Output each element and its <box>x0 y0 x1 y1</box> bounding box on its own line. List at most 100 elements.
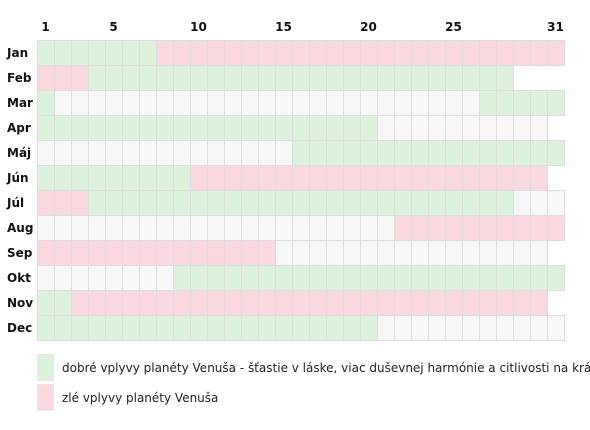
month-label: Aug <box>7 221 33 235</box>
day-cell-good <box>37 290 55 316</box>
legend-item-bad: zlé vplyvy planéty Venuša <box>37 384 218 411</box>
day-cell-neutral <box>513 115 531 141</box>
day-cell-bad <box>258 40 276 66</box>
day-cell-good <box>105 40 123 66</box>
day-cell-good <box>224 265 242 291</box>
day-cell-good <box>122 115 140 141</box>
day-cell-good <box>479 140 497 166</box>
day-cell-good <box>241 115 259 141</box>
day-cell-neutral <box>377 315 395 341</box>
day-cell-neutral <box>513 190 531 216</box>
day-cell-good <box>377 265 395 291</box>
day-cell-good <box>173 265 191 291</box>
day-cell-neutral <box>173 215 191 241</box>
day-cell-bad <box>224 165 242 191</box>
day-cell-neutral <box>513 240 531 266</box>
day-cell-neutral <box>394 240 412 266</box>
day-cell-bad <box>547 215 565 241</box>
day-cell-bad <box>122 240 140 266</box>
day-cell-neutral <box>394 115 412 141</box>
day-cell-bad <box>394 215 412 241</box>
day-cell-good <box>241 315 259 341</box>
day-cell-bad <box>428 290 446 316</box>
day-cell-bad <box>173 40 191 66</box>
day-cell-neutral <box>411 240 429 266</box>
day-tick-label: 5 <box>109 20 117 34</box>
day-cell-good <box>71 315 89 341</box>
month-label: Mar <box>7 96 33 110</box>
day-cell-good <box>292 140 310 166</box>
day-cell-good <box>343 190 361 216</box>
day-cell-good <box>292 265 310 291</box>
day-cell-bad <box>207 240 225 266</box>
day-cell-neutral <box>326 90 344 116</box>
day-cell-bad <box>479 165 497 191</box>
day-cell-good <box>360 265 378 291</box>
day-cell-bad <box>37 190 55 216</box>
day-cell-bad <box>292 40 310 66</box>
day-cell-neutral <box>105 215 123 241</box>
day-cell-neutral <box>411 315 429 341</box>
day-cell-bad <box>156 240 174 266</box>
day-tick-label: 10 <box>190 20 207 34</box>
day-cell-neutral <box>224 215 242 241</box>
day-cell-good <box>479 190 497 216</box>
day-cell-good <box>445 190 463 216</box>
day-cell-good <box>207 115 225 141</box>
day-cell-good <box>309 190 327 216</box>
day-cell-good <box>156 190 174 216</box>
day-cell-neutral <box>241 140 259 166</box>
day-tick-label: 25 <box>445 20 462 34</box>
day-cell-good <box>122 315 140 341</box>
day-cell-bad <box>394 165 412 191</box>
day-cell-bad <box>309 290 327 316</box>
day-cell-good <box>139 190 157 216</box>
day-cell-neutral <box>462 315 480 341</box>
day-cell-bad <box>530 40 548 66</box>
day-cell-neutral <box>360 215 378 241</box>
day-cell-good <box>173 190 191 216</box>
day-cell-bad <box>190 165 208 191</box>
day-cell-good <box>54 40 72 66</box>
day-cell-good <box>411 190 429 216</box>
day-cell-bad <box>139 290 157 316</box>
day-cell-bad <box>377 290 395 316</box>
day-cell-neutral <box>258 140 276 166</box>
day-cell-neutral <box>54 215 72 241</box>
day-cell-good <box>88 40 106 66</box>
day-cell-good <box>360 65 378 91</box>
day-cell-neutral <box>190 140 208 166</box>
day-cell-good <box>139 165 157 191</box>
day-cell-neutral <box>156 140 174 166</box>
day-cell-good <box>207 315 225 341</box>
day-cell-neutral <box>156 215 174 241</box>
day-cell-bad <box>54 190 72 216</box>
day-cell-bad <box>479 215 497 241</box>
day-cell-good <box>207 65 225 91</box>
day-cell-good <box>394 265 412 291</box>
day-cell-good <box>139 315 157 341</box>
day-cell-bad <box>105 240 123 266</box>
day-cell-bad <box>445 165 463 191</box>
day-cell-good <box>156 315 174 341</box>
day-cell-neutral <box>530 190 548 216</box>
day-cell-good <box>360 315 378 341</box>
day-cell-bad <box>105 290 123 316</box>
day-cell-good <box>88 190 106 216</box>
day-cell-bad <box>530 165 548 191</box>
day-cell-good <box>513 140 531 166</box>
day-cell-good <box>292 315 310 341</box>
month-label: Dec <box>7 321 32 335</box>
day-cell-bad <box>326 290 344 316</box>
day-cell-good <box>479 65 497 91</box>
day-cell-good <box>139 65 157 91</box>
month-label: Nov <box>7 296 33 310</box>
day-cell-bad <box>139 240 157 266</box>
day-cell-good <box>547 90 565 116</box>
day-cell-good <box>377 140 395 166</box>
day-cell-neutral <box>479 240 497 266</box>
day-cell-neutral <box>224 140 242 166</box>
day-cell-bad <box>190 290 208 316</box>
day-cell-neutral <box>258 215 276 241</box>
day-cell-neutral <box>530 240 548 266</box>
